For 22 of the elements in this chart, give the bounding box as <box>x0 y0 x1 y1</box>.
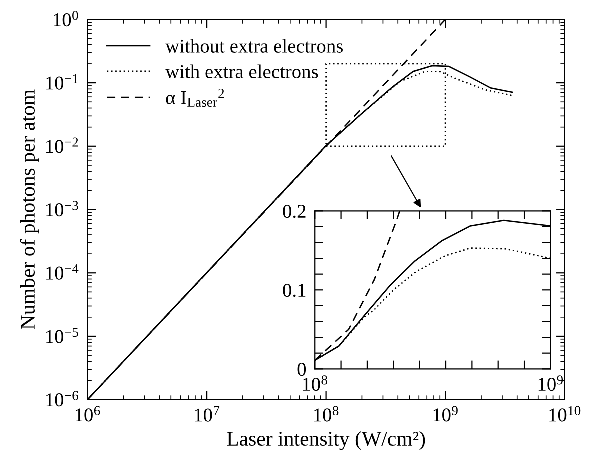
y-axis-title: Number of photons per atom <box>20 90 40 330</box>
y-tick-label: 10$^{0}$ <box>54 11 78 27</box>
y-tick-label: 10$^{−3}$ <box>46 201 78 217</box>
y-tick-label: 10$^{−1}$ <box>46 74 78 90</box>
y-tick-label: 10$^{−5}$ <box>46 328 78 344</box>
x-tick-label: 10$^{9}$ <box>434 406 458 422</box>
x-tick-label: 10$^{8}$ <box>303 376 328 392</box>
y-tick-label: 0.1 <box>283 284 306 298</box>
y-tick-label: 10$^{−2}$ <box>46 138 78 154</box>
y-tick-label: 10$^{−4}$ <box>46 264 79 280</box>
x-tick-label: 10$^{9}$ <box>538 376 564 392</box>
x-tick-label: 10$^{10}$ <box>550 406 581 422</box>
legend-label: α I$_{Laser}$$^{2}$ <box>166 88 224 108</box>
x-tick-label: 10$^{6}$ <box>76 406 100 422</box>
x-axis-title: Laser intensity (W/cm²) <box>227 431 426 450</box>
y-tick-label: 10$^{−6}$ <box>46 391 78 407</box>
legend-label: without extra electrons <box>166 39 344 53</box>
y-tick-label: 0.2 <box>283 204 306 218</box>
y-tick-label: 0 <box>298 362 306 376</box>
x-tick-label: 10$^{8}$ <box>314 406 339 422</box>
legend-label: with extra electrons <box>166 64 318 78</box>
x-tick-label: 10$^{7}$ <box>195 406 220 422</box>
